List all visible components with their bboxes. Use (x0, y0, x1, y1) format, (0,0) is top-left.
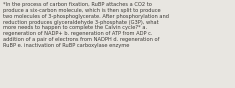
Text: *In the process of carbon fixation, RuBP attaches a CO2 to
produce a six-carbon : *In the process of carbon fixation, RuBP… (3, 2, 169, 48)
